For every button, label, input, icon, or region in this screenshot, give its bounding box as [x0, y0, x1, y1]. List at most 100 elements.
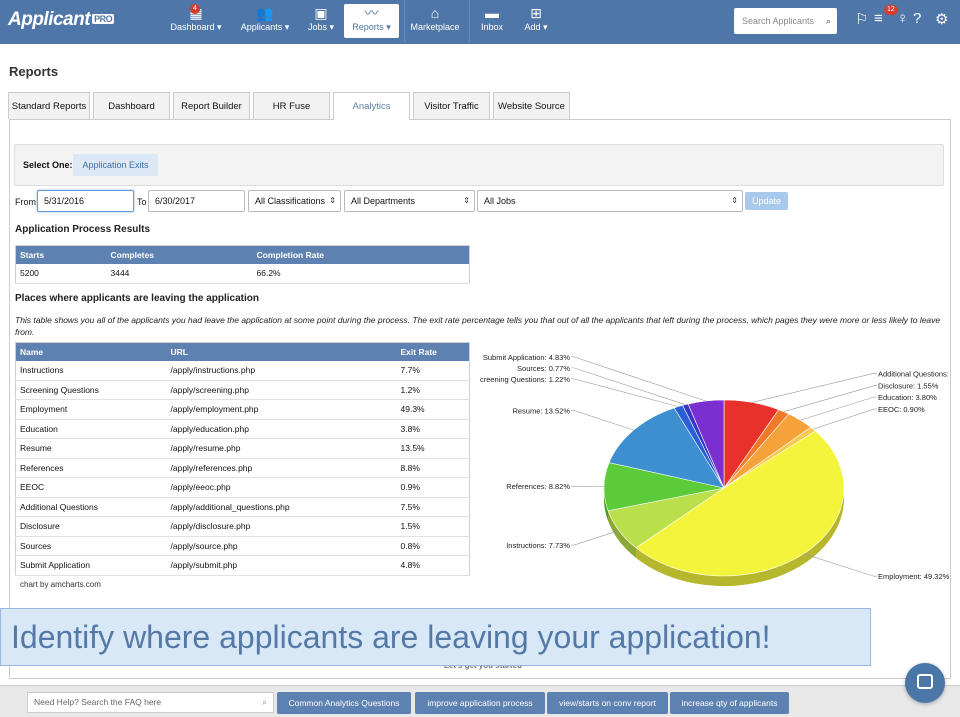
- slice-label: Additional Questions: 7.53%: [878, 369, 950, 378]
- classification-select[interactable]: All Classifications ⇕: [248, 190, 341, 212]
- name-cell: Additional Questions: [15, 497, 167, 517]
- brand-suffix: PRO: [92, 14, 115, 24]
- nav-inbox-label: Inbox: [480, 22, 504, 32]
- url-cell: /apply/resume.php: [166, 438, 397, 459]
- search-icon[interactable]: ⌕: [825, 16, 831, 26]
- nav-divider: [404, 0, 405, 42]
- faq-search-input[interactable]: Need Help? Search the FAQ here ⌕: [27, 692, 274, 713]
- name-cell: Education: [15, 419, 167, 439]
- url-cell: /apply/screening.php: [166, 380, 397, 400]
- job-select[interactable]: All Jobs ⇕: [477, 190, 743, 212]
- gear-icon[interactable]: ⚙: [935, 11, 949, 28]
- name-cell: Instructions: [15, 360, 167, 381]
- help-topic-button[interactable]: Common Analytics Questions: [277, 692, 411, 714]
- to-date-field[interactable]: 6/30/2017: [148, 190, 245, 212]
- chat-button[interactable]: [905, 663, 945, 703]
- results-heading: Application Process Results: [15, 224, 151, 235]
- help-topic-button[interactable]: increase qty of applicants: [670, 692, 789, 714]
- table-row: References/apply/references.php 8.8%: [15, 458, 470, 478]
- tab-dashboard[interactable]: Dashboard: [93, 92, 170, 119]
- url-cell: /apply/employment.php: [166, 399, 397, 420]
- url-cell: /apply/references.php: [166, 458, 397, 478]
- tasks-badge: 12: [884, 5, 898, 15]
- tab-website-source[interactable]: Website Source: [493, 92, 570, 119]
- label-leader-line: [813, 408, 877, 430]
- label-leader-line: [571, 356, 706, 402]
- nav-applicants[interactable]: 👥 Applicants ▾: [236, 4, 294, 38]
- brand-name: Applicant: [8, 9, 91, 30]
- applicantpro-logo[interactable]: Applicant PRO: [8, 9, 115, 31]
- help-topic-button[interactable]: view/starts on conv report: [547, 692, 668, 714]
- from-date-field[interactable]: 5/31/2016: [37, 190, 134, 212]
- header-divider: [0, 42, 960, 50]
- from-label: From: [15, 197, 36, 207]
- slice-label: Screening Questions: 1.22%: [480, 375, 570, 384]
- exit-rate-cell: 7.7%: [396, 360, 470, 381]
- tab-hr-fuse[interactable]: HR Fuse: [253, 92, 330, 119]
- help-topic-button[interactable]: improve application process: [415, 692, 545, 714]
- search-placeholder: Search Applicants: [742, 16, 815, 26]
- nav-add[interactable]: ⊞ Add ▾: [519, 4, 553, 38]
- exit-rate-cell: 7.5%: [396, 497, 470, 517]
- label-leader-line: [571, 410, 634, 431]
- exit-rate-cell: 3.8%: [396, 419, 470, 439]
- label-leader-line: [800, 396, 877, 421]
- nav-marketplace-label: Marketplace: [410, 22, 460, 32]
- tab-report-builder[interactable]: Report Builder: [173, 92, 250, 119]
- nav-inbox[interactable]: ▬ Inbox: [476, 4, 508, 38]
- dashboard-badge: 4: [190, 4, 200, 14]
- name-cell: Disclosure: [15, 516, 167, 537]
- starts-cell: 5200: [15, 263, 107, 284]
- nav-reports-label: Reports ▾: [352, 22, 391, 32]
- results-table: Starts Completes Completion Rate 5200 34…: [15, 245, 470, 284]
- pie-slice[interactable]: [608, 407, 725, 489]
- table-row: Additional Questions/apply/additional_qu…: [15, 497, 470, 517]
- department-select[interactable]: All Departments ⇕: [344, 190, 475, 212]
- nav-jobs[interactable]: ▣ Jobs ▾: [302, 4, 340, 38]
- pie-slice-side: [608, 510, 636, 558]
- nav-dashboard[interactable]: ▦ Dashboard ▾ 4: [166, 4, 226, 38]
- name-cell: Sources: [15, 536, 167, 556]
- url-cell: /apply/disclosure.php: [166, 516, 397, 537]
- search-icon[interactable]: ⌕: [262, 697, 267, 707]
- column-header: URL: [166, 342, 397, 361]
- slice-label: Education: 3.80%: [878, 393, 937, 402]
- search-applicants-input[interactable]: Search Applicants ⌕: [734, 8, 837, 34]
- label-leader-line: [803, 553, 877, 577]
- tab-standard-reports[interactable]: Standard Reports: [8, 92, 90, 119]
- exits-table: Name URL Exit Rate Instructions/apply/in…: [15, 342, 470, 576]
- column-header: Completion Rate: [252, 245, 470, 264]
- table-row: Sources/apply/source.php 0.8%: [15, 536, 470, 556]
- lightbulb-icon[interactable]: ♀: [897, 10, 909, 27]
- column-header: Starts: [15, 245, 107, 264]
- pie-slice[interactable]: [687, 399, 725, 489]
- callout-banner-text: Identify where applicants are leaving yo…: [11, 619, 771, 655]
- name-cell: Submit Application: [15, 555, 167, 576]
- nav-reports[interactable]: 〰 Reports ▾: [344, 4, 399, 38]
- exits-heading: Places where applicants are leaving the …: [15, 293, 259, 304]
- select-arrow-icon: ⇕: [731, 196, 738, 205]
- exit-rate-cell: 0.9%: [396, 477, 470, 498]
- table-row: Education/apply/education.php 3.8%: [15, 419, 470, 439]
- tab-visitor-traffic[interactable]: Visitor Traffic: [413, 92, 490, 119]
- completion-rate-cell: 66.2%: [252, 263, 470, 284]
- table-row: Resume/apply/resume.php 13.5%: [15, 438, 470, 459]
- exit-rate-cell: 0.8%: [396, 536, 470, 556]
- exit-rate-cell: 13.5%: [396, 438, 470, 459]
- pie-slice[interactable]: [635, 430, 845, 577]
- label-leader-line: [752, 372, 877, 403]
- faq-search-placeholder: Need Help? Search the FAQ here: [34, 697, 162, 707]
- nav-add-label: Add ▾: [524, 22, 548, 32]
- application-exits-button[interactable]: Application Exits: [73, 154, 158, 176]
- nav-marketplace[interactable]: ⌂ Marketplace: [409, 4, 461, 38]
- tasks-list-icon[interactable]: ≡: [874, 10, 883, 27]
- tab-analytics[interactable]: Analytics: [333, 92, 410, 120]
- label-leader-line: [571, 530, 620, 546]
- slice-label: References: 8.82%: [506, 482, 570, 491]
- bookmark-icon[interactable]: ⚐: [855, 11, 869, 28]
- help-icon[interactable]: ?: [913, 10, 922, 27]
- nav-applicants-label: Applicants ▾: [240, 22, 290, 32]
- table-row: Submit Application/apply/submit.php 4.8%: [15, 555, 470, 576]
- slice-label: EEOC: 0.90%: [878, 405, 925, 414]
- update-button[interactable]: Update: [745, 192, 788, 210]
